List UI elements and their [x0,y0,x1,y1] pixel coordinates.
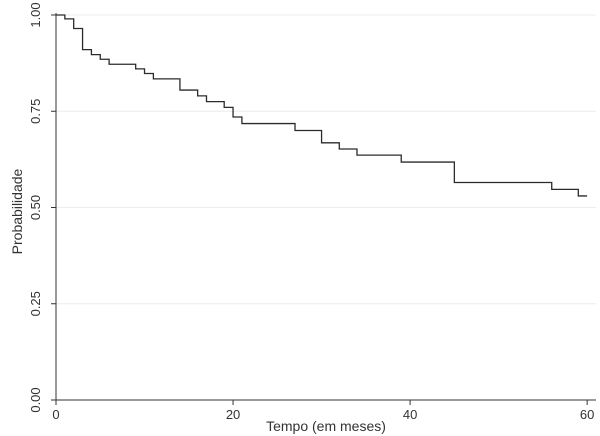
series-layer [56,14,588,197]
y-tick-label-0: 0.00 [28,387,43,412]
axes [55,13,596,401]
x-axis-title: Tempo (em meses) [266,418,386,434]
x-tick-label-2: 40 [403,407,417,422]
series-line-0 [56,14,588,197]
x-axis-ticks: 0 20 40 60 [52,400,594,422]
y-axis-ticks: 0.00 0.25 0.50 0.75 1.00 [28,2,56,413]
y-tick-label-4: 1.00 [28,2,43,27]
y-tick-label-2: 0.50 [28,195,43,220]
x-tick-label-3: 60 [580,407,594,422]
x-tick-label-0: 0 [52,407,59,422]
y-tick-label-1: 0.25 [28,291,43,316]
grid-lines [56,14,596,401]
y-axis-title: Probabilidade [9,168,25,254]
y-tick-label-3: 0.75 [28,99,43,124]
x-tick-label-1: 20 [226,407,240,422]
